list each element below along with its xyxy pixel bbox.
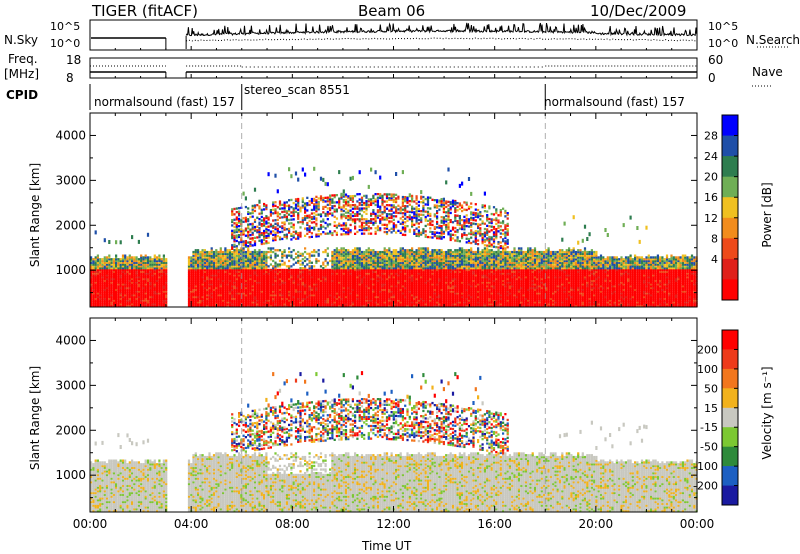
power-colorbar-tick-label: 8 [711,232,718,245]
velocity-colorbar-swatch [722,388,738,409]
velocity-colorbar-tick-label: -100 [693,460,718,473]
nave-tick-top: 60 [708,53,724,67]
x-tick-label: 20:00 [579,517,614,531]
power-colorbar-tick-label: 20 [704,171,718,184]
x-axis-label: Time UT [362,539,412,553]
velocity-colorbar-tick-label: -200 [693,480,718,493]
y-tick-label: 1000 [55,263,86,277]
power-colorbar-swatch [722,238,738,260]
power-colorbar-swatch [722,279,738,301]
nsky-trace-2 [185,22,698,37]
power-colorbar-swatch [722,217,738,239]
y-tick-label: 1000 [55,468,86,482]
velocity-colorbar-swatch [722,446,738,467]
velocity-colorbar-swatch [722,485,738,506]
velocity-colorbar-tick-label: 200 [697,343,718,356]
nsearch-tick-top: 10^5 [708,20,739,33]
nave-label: Nave [752,65,783,79]
nave-tick-bottom: 0 [708,71,716,85]
freq-label: Freq. [8,52,38,66]
x-tick-label: 16:00 [477,517,512,531]
power-colorbar-tick-label: 4 [711,253,718,266]
y-tick-label: 4000 [55,128,86,142]
power-colorbar-tick-label: 16 [704,191,718,204]
radar-title: TIGER (fitACF) [92,2,199,20]
velocity-heatmap [90,371,698,513]
cpid-segment-2: stereo_scan 8551 [244,83,350,97]
freq-unit: [MHz] [4,67,40,81]
x-tick-label: 04:00 [174,517,209,531]
beam-title: Beam 06 [358,2,426,20]
nsearch-trace [185,37,697,42]
power-colorbar-swatch [722,258,738,280]
power-colorbar-tick-label: 28 [704,130,718,143]
power-colorbar-frame [721,114,739,301]
date-title: 10/Dec/2009 [590,2,687,20]
power-colorbar-swatch [722,135,738,157]
power-colorbar-tick-label: 12 [704,212,718,225]
cpid-segment-3: normalsound (fast) 157 [544,95,685,109]
power-colorbar-swatch [722,156,738,178]
nsky-label: N.Sky [4,33,39,47]
velocity-colorbar-tick-label: 15 [704,402,718,415]
velocity-colorbar-tick-label: -50 [700,441,718,454]
y-tick-label: 3000 [55,173,86,187]
cpid-segment-1: normalsound (fast) 157 [94,95,235,109]
velocity-colorbar-tick-label: 100 [697,363,718,376]
velocity-colorbar-swatch [722,427,738,448]
x-tick-label: 08:00 [275,517,310,531]
y-tick-label: 2000 [55,218,86,232]
nsearch-label: N.Search [746,33,800,47]
freq-tick-bottom: 8 [66,71,74,85]
power-colorbar-swatch [722,115,738,137]
nsky-tick-top: 10^5 [50,20,81,33]
nsearch-tick-bottom: 10^0 [708,37,739,50]
velocity-colorbar-tick-label: -15 [700,421,718,434]
velocity-colorbar-swatch [722,466,738,486]
velocity-colorbar-frame [721,329,739,506]
y-tick-label: 4000 [55,333,86,347]
power-colorbar-swatch [722,197,738,219]
velocity-colorbar-tick-label: 50 [704,382,718,395]
x-tick-label: 00:00 [680,517,715,531]
nsky-tick-bottom: 10^0 [50,37,81,50]
y-tick-label: 3000 [55,378,86,392]
velocity-colorbar-swatch [722,407,738,428]
power-colorbar-tick-label: 24 [704,150,718,163]
freq-tick-top: 18 [66,53,82,67]
power-heatmap [90,166,698,308]
velocity-colorbar-swatch [722,368,738,389]
x-tick-label: 12:00 [376,517,411,531]
velocity-colorbar-swatch [722,349,738,370]
power-colorbar-swatch [722,176,738,198]
cpid-label: CPID [6,88,39,102]
x-tick-label: 00:00 [73,517,108,531]
velocity-colorbar-swatch [722,330,738,350]
y-tick-label: 2000 [55,423,86,437]
